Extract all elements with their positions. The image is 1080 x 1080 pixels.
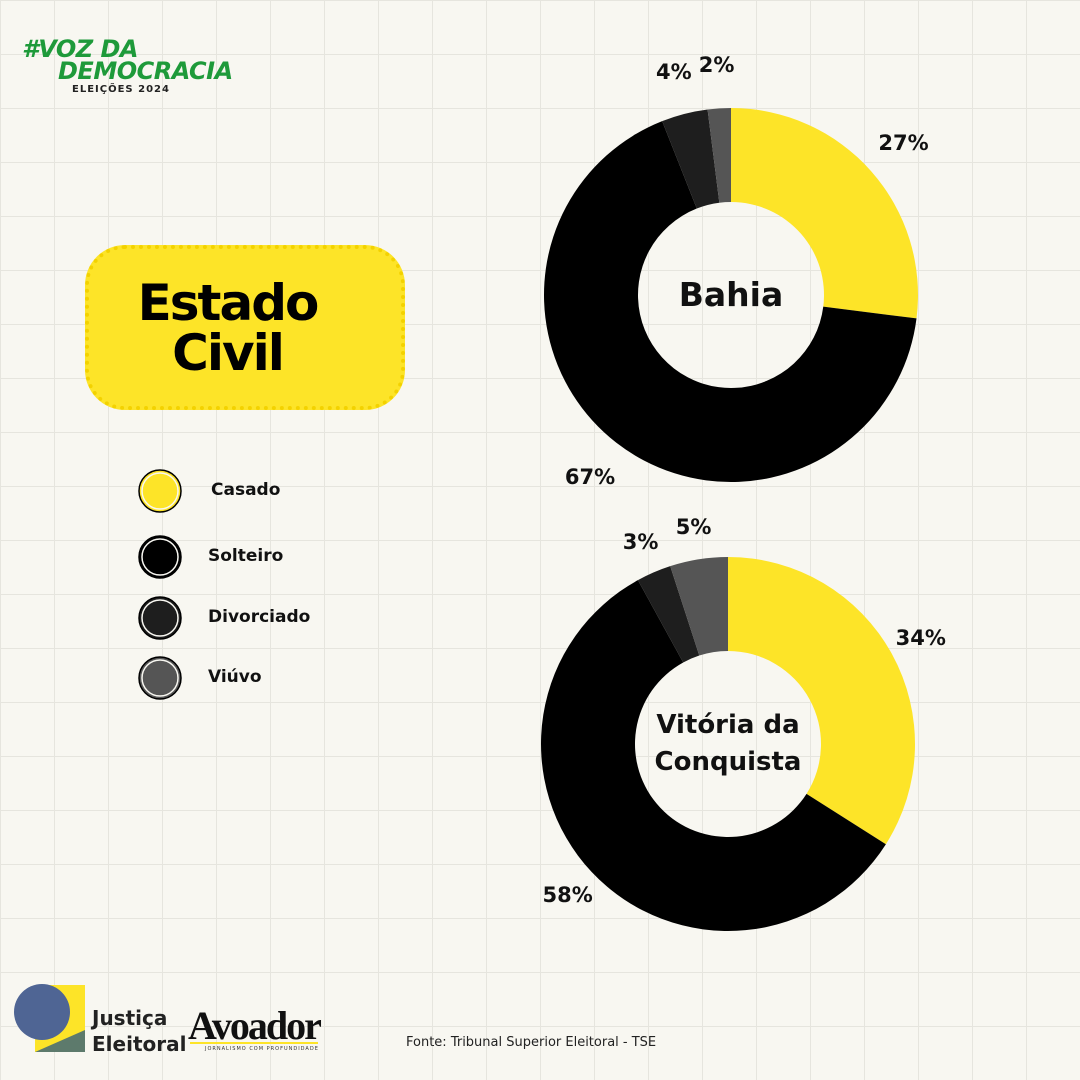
- value-label: 5%: [675, 514, 712, 539]
- donut-slice: [662, 109, 720, 209]
- legend-swatch: [138, 596, 182, 640]
- legend-swatch-ring: [141, 659, 179, 697]
- title-box: Estado Civil: [85, 245, 405, 410]
- value-label: 34%: [895, 626, 946, 650]
- donut-slice: [670, 557, 728, 656]
- value-label: 58%: [542, 882, 593, 907]
- donut-slice: [540, 580, 886, 932]
- logo-text: Avoador: [188, 1003, 322, 1048]
- logo-tagline: JORNALISMO COM PROFUNDIDADE: [205, 1046, 319, 1052]
- value-label: 67%: [564, 464, 616, 489]
- brand-subtitle: ELEIÇÕES 2024: [72, 84, 170, 95]
- value-label: 27%: [878, 130, 929, 155]
- value-label: 2%: [698, 53, 735, 78]
- donut-slice: [707, 108, 731, 203]
- brand-line: #VOZ DA: [22, 35, 139, 63]
- donut-slice: [637, 566, 700, 663]
- page-title: Estado Civil: [137, 273, 320, 382]
- logo-shape: [14, 984, 70, 1040]
- legend-label: Solteiro: [208, 546, 284, 566]
- legend-swatch: [138, 535, 182, 579]
- logo-text: Justiça Eleitoral: [92, 1006, 187, 1056]
- legend-swatch-ring: [141, 472, 179, 510]
- brand-line: DEMOCRACIA: [58, 57, 233, 85]
- legend-swatch: [138, 656, 182, 700]
- legend-label: Viúvo: [208, 667, 262, 687]
- donut-title: Vitória da Conquista: [654, 709, 802, 778]
- legend-label: Divorciado: [208, 607, 311, 627]
- legend-swatch-ring: [141, 538, 179, 576]
- logo-shape: [35, 1030, 85, 1052]
- donut-slice: [731, 108, 919, 319]
- value-label: 3%: [622, 530, 659, 555]
- legend-label: Casado: [211, 480, 281, 500]
- source: Fonte: Tribunal Superior Eleitoral - TSE: [406, 1035, 657, 1050]
- donut-slice: [728, 557, 915, 845]
- legend-swatch: [138, 469, 182, 513]
- donut-title: Bahia: [678, 275, 784, 314]
- legend-swatch-ring: [141, 599, 179, 637]
- donut-slice: [544, 121, 917, 482]
- value-label: 4%: [655, 60, 692, 85]
